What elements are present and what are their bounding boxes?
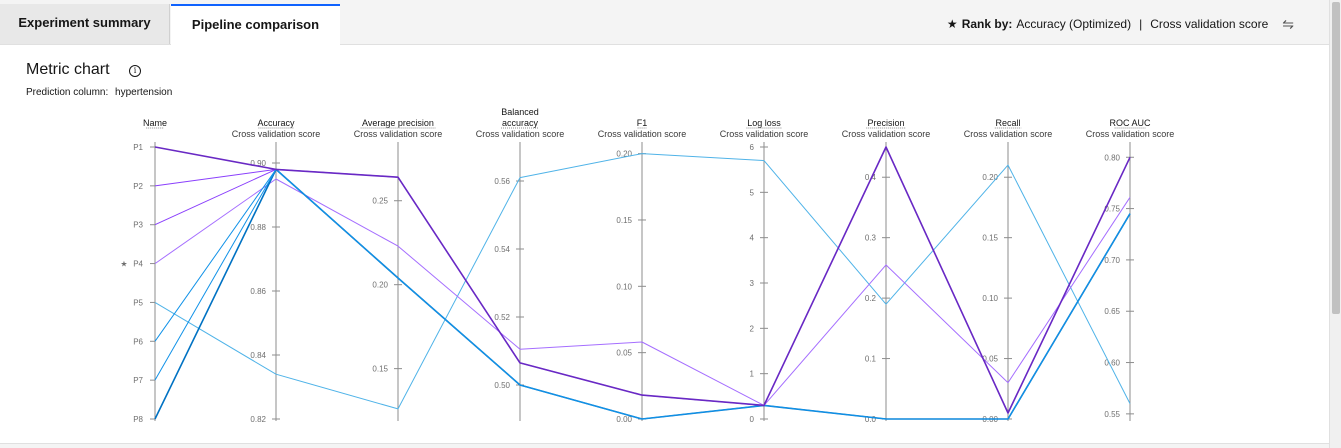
axis-subtitle: Cross validation score <box>354 129 443 139</box>
tick-label: P6 <box>133 337 143 346</box>
tick-label: P1 <box>133 143 143 152</box>
tick-label: 0 <box>750 415 755 424</box>
tick-label: 0.70 <box>1104 256 1120 265</box>
rank-by-control: ★ Rank by: Accuracy (Optimized) | Cross … <box>947 4 1294 44</box>
axis-title: Precision <box>867 118 904 128</box>
tab-pipeline-comparison[interactable]: Pipeline comparison <box>171 4 340 45</box>
scroll-thumb[interactable] <box>1332 2 1340 314</box>
axis-title: Average precision <box>362 118 434 128</box>
tick-label: P7 <box>133 376 143 385</box>
prediction-column: Prediction column: hypertension <box>26 87 172 98</box>
axis-subtitle: Cross validation score <box>476 129 565 139</box>
axis-subtitle: Cross validation score <box>598 129 687 139</box>
tick-label: 0.05 <box>616 349 632 358</box>
star-icon: ★ <box>120 260 127 269</box>
axis-title: ROC AUC <box>1109 118 1151 128</box>
axis-title: Log loss <box>747 118 781 128</box>
rank-metric[interactable]: Accuracy (Optimized) <box>1016 17 1132 31</box>
panel-title: Metric chart <box>26 61 110 78</box>
axis-title: F1 <box>637 118 648 128</box>
tick-label: 0.0 <box>865 415 877 424</box>
star-icon: ★ <box>946 17 958 31</box>
settings-sliders-icon[interactable]: ⇋ <box>1282 16 1294 32</box>
info-icon[interactable]: i <box>129 65 141 77</box>
tick-label: 0.84 <box>250 351 266 360</box>
axis-subtitle: Cross validation score <box>842 129 931 139</box>
series-line-p5 <box>154 153 1131 410</box>
tick-label: 0.80 <box>1104 153 1120 162</box>
tick-label: 0.10 <box>982 294 998 303</box>
tab-bar: Experiment summary Pipeline comparison ★… <box>0 4 1330 45</box>
metric-chart-panel: Metric chart i Prediction column: hypert… <box>0 45 1330 443</box>
series-line-p4 <box>154 178 1131 406</box>
tick-label: 0.82 <box>250 415 266 424</box>
tick-label: P5 <box>133 298 143 307</box>
axis-subtitle: Cross validation score <box>720 129 809 139</box>
tick-label: 6 <box>750 143 755 152</box>
tick-label: 5 <box>750 188 755 197</box>
tick-label: 0.10 <box>616 282 632 291</box>
tick-label: 0.54 <box>494 245 510 254</box>
tick-label: 0.15 <box>616 216 632 225</box>
tick-label: 0.52 <box>494 313 510 322</box>
tick-label: 0.00 <box>616 415 632 424</box>
prediction-value: hypertension <box>115 87 173 98</box>
tick-label: 0.1 <box>865 355 877 364</box>
bottom-divider <box>0 443 1330 444</box>
tick-label: 1 <box>750 370 755 379</box>
axis-subtitle: Cross validation score <box>232 129 321 139</box>
tick-label: 0.50 <box>494 381 510 390</box>
axis-subtitle: Cross validation score <box>964 129 1053 139</box>
tick-label: 0.56 <box>494 177 510 186</box>
tick-label: 0.86 <box>250 287 266 296</box>
prediction-label: Prediction column: <box>26 87 109 98</box>
tick-label: 0.05 <box>982 355 998 364</box>
axis-subtitle: Cross validation score <box>1086 129 1175 139</box>
rank-divider: | <box>1139 17 1143 31</box>
tick-label: 0.25 <box>372 197 388 206</box>
rank-scope[interactable]: Cross validation score <box>1150 17 1269 31</box>
tick-label: 0.15 <box>372 365 388 374</box>
tick-label: 0.15 <box>982 234 998 243</box>
axis-title: Accuracy <box>257 118 295 128</box>
tick-label: 0.55 <box>1104 410 1120 419</box>
series-line-p1 <box>154 146 1131 414</box>
tick-label: P4 <box>133 260 143 269</box>
tick-label: 0.65 <box>1104 307 1120 316</box>
axis-name: Name P1 P2 P3 P4 ★ P5 P6 P7 P8 <box>120 118 167 424</box>
axis-title: Balanced <box>501 107 539 117</box>
tick-label: P8 <box>133 415 143 424</box>
axis-title: Recall <box>995 118 1020 128</box>
axis-title: Name <box>143 118 167 128</box>
tick-label: 0.20 <box>616 150 632 159</box>
series-line-p6 <box>154 168 1131 420</box>
tick-label: P3 <box>133 221 143 230</box>
axis-title: accuracy <box>502 118 539 128</box>
scrollbar[interactable] <box>1329 0 1341 448</box>
tick-label: 0.3 <box>865 234 877 243</box>
tick-label: 0.20 <box>372 281 388 290</box>
rank-by-label: Rank by: <box>961 17 1013 31</box>
tick-label: 0.20 <box>982 173 998 182</box>
tick-label: 0.90 <box>250 159 266 168</box>
tick-label: 4 <box>750 234 755 243</box>
tick-label: 0.2 <box>865 294 877 303</box>
tick-label: 0.88 <box>250 223 266 232</box>
tick-label: 0.60 <box>1104 359 1120 368</box>
tick-label: P2 <box>133 182 143 191</box>
tick-label: 3 <box>750 279 755 288</box>
tab-experiment-summary[interactable]: Experiment summary <box>0 4 170 44</box>
tick-label: 2 <box>750 324 755 333</box>
tick-label: 0.75 <box>1104 205 1120 214</box>
